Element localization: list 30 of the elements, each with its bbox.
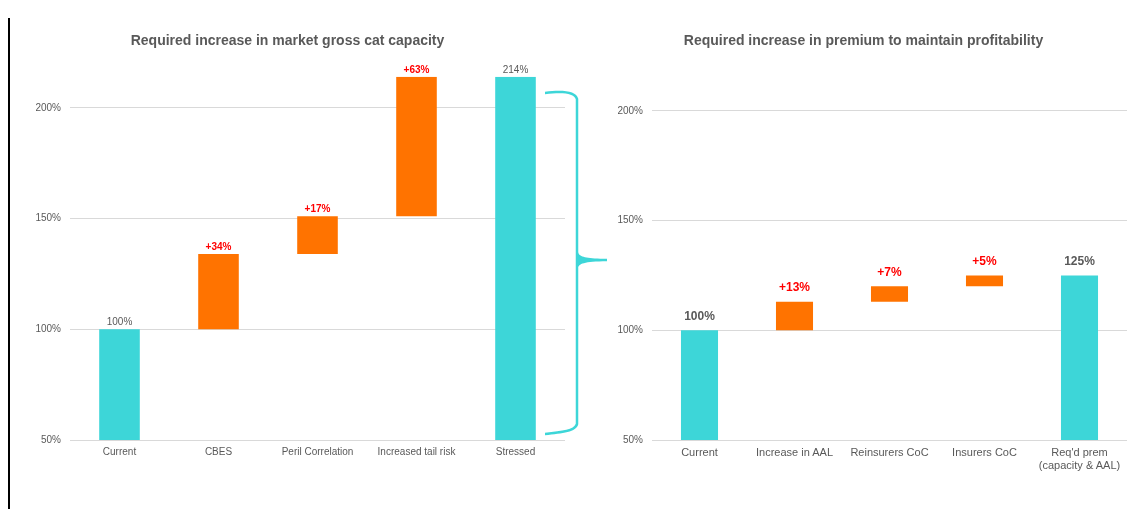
data-label: +34%	[205, 240, 232, 252]
x-tick-label: Req'd prem (capacity & AAL)	[1038, 445, 1121, 471]
y-tick-label: 50%	[622, 433, 644, 445]
data-label: 214%	[502, 63, 529, 75]
y-tick-label: 200%	[617, 104, 644, 116]
x-tick-label: Current	[681, 445, 718, 458]
chart-title: Required increase in premium to maintain profitability	[683, 32, 1044, 49]
x-tick-label: Reinsurers CoC	[850, 445, 929, 458]
y-tick-label: 100%	[35, 323, 62, 335]
x-tick-label: Peril Correlation	[281, 445, 354, 457]
x-tick-label: Increase in AAL	[755, 445, 834, 458]
data-label: +13%	[778, 280, 811, 295]
y-tick-label: 200%	[35, 101, 62, 113]
x-tick-label: Stressed	[495, 445, 536, 457]
y-tick-label: 50%	[40, 433, 62, 445]
chart-title: Required increase in market gross cat capacity	[130, 32, 445, 49]
data-label: 100%	[684, 308, 716, 323]
data-label: +5%	[972, 253, 997, 268]
data-label: 100%	[106, 316, 133, 328]
data-label: +17%	[304, 203, 331, 215]
x-tick-label: CBES	[204, 445, 233, 457]
x-tick-label: Increased tail risk	[377, 445, 457, 457]
y-tick-label: 150%	[617, 214, 644, 226]
x-tick-label: Insurers CoC	[952, 445, 1017, 458]
y-tick-label: 150%	[35, 212, 62, 224]
x-tick-label: Current	[102, 445, 137, 457]
y-tick-label: 100%	[617, 324, 644, 336]
data-label: +63%	[403, 63, 430, 75]
data-label: 125%	[1064, 253, 1096, 268]
data-label: +7%	[877, 264, 902, 279]
